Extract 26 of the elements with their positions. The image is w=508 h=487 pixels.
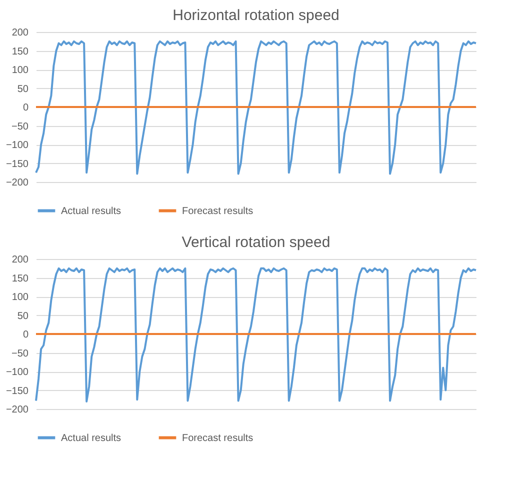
y-tick-label: 0 [22,330,29,340]
y-tick-label: −50 [12,121,29,132]
chart-title: Horizontal rotation speed [172,7,340,24]
y-tick-label: 150 [12,273,29,284]
y-tick-label: 50 [17,84,29,95]
legend-label: Forecast results [182,206,254,217]
y-tick-label: −200 [6,404,29,416]
y-tick-label: 50 [17,310,29,322]
y-tick-label: −100 [6,140,29,151]
y-tick-label: −50 [12,348,29,360]
line-series [35,267,477,402]
y-tick-label: −150 [6,158,29,170]
y-tick-label: 100 [12,65,29,76]
y-tick-label: −100 [6,367,29,378]
y-tick-label: 200 [12,28,29,38]
y-tick-label: 100 [12,292,29,303]
legend-label: Actual results [61,206,122,217]
chart-title: Vertical rotation speed [182,234,330,251]
y-tick-label: 200 [12,254,29,266]
legend-label: Forecast results [182,432,254,444]
line-series [35,40,477,175]
y-tick-label: −150 [6,386,29,397]
legend-label: Actual results [61,432,122,444]
y-tick-label: 150 [12,46,29,58]
y-tick-label: 0 [22,102,29,114]
y-tick-label: −200 [6,178,29,188]
